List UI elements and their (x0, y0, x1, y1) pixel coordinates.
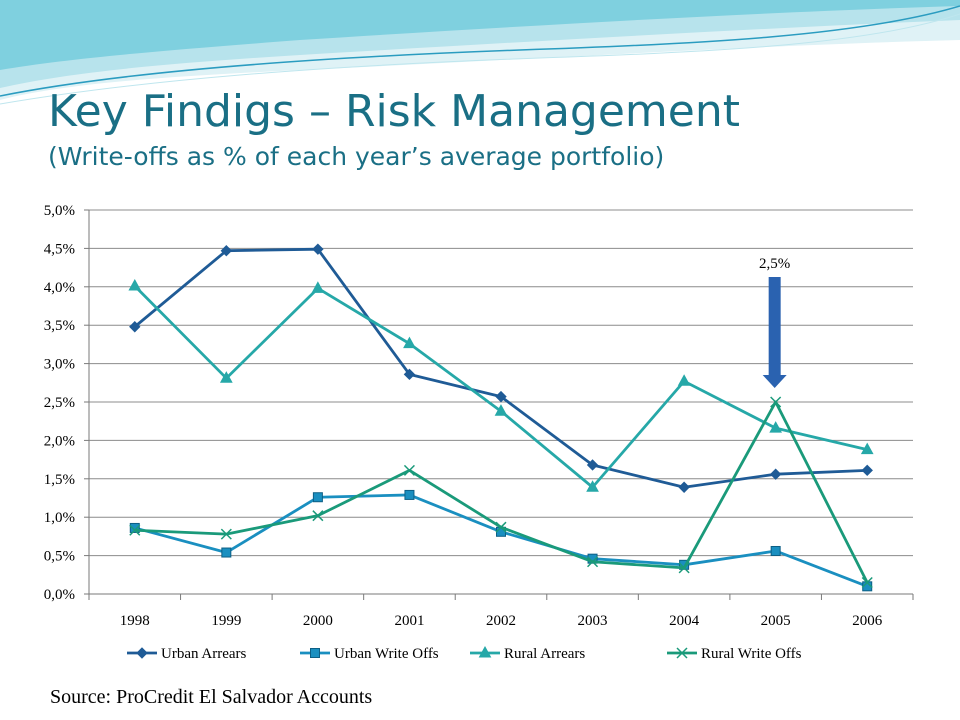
chart-annotation: 2,5% (759, 256, 790, 388)
x-marker-stroke (770, 396, 782, 408)
data-point (769, 468, 782, 480)
y-axis-tick-labels: 0,0% 0,5% 1,0% 1,5% 2,0% 2,5% 3,0% 3,5% 4,0% 4,5%… (44, 203, 75, 603)
data-point (312, 243, 324, 255)
data-point (679, 559, 690, 570)
y-tick-label: 0,5% (44, 549, 75, 565)
x-marker-stroke (676, 647, 688, 659)
data-point (495, 521, 507, 533)
legend-swatch-marker (310, 648, 320, 658)
annotation-arrow-shaft (768, 277, 781, 375)
x-marker-stroke (129, 524, 141, 536)
y-tick-label: 1,5% (44, 472, 75, 488)
legend-swatch-marker (676, 647, 688, 659)
y-tick-label: 2,0% (44, 433, 75, 449)
data-point (586, 459, 599, 471)
data-point (128, 278, 142, 291)
annotation-label: 2,5% (759, 256, 790, 272)
x-tick-label: 2001 (394, 613, 424, 629)
y-tick-label: 2,5% (44, 395, 75, 411)
legend-item: Rural Arrears (470, 645, 585, 662)
data-point (678, 562, 690, 574)
chart-legend: Urban Arrears Urban Write Offs Rural Arrea… (127, 645, 802, 662)
chart-series (128, 243, 874, 592)
x-marker-stroke (403, 464, 415, 476)
data-point (587, 556, 599, 568)
legend-label: Rural Write Offs (701, 646, 802, 662)
x-marker-stroke (587, 556, 599, 568)
x-tick-label: 1999 (211, 613, 241, 629)
y-tick-label: 3,5% (44, 318, 75, 334)
data-point (677, 374, 691, 386)
y-tick-label: 4,5% (44, 241, 75, 257)
x-marker-stroke (861, 576, 873, 589)
data-point (129, 321, 141, 333)
legend-item: Urban Write Offs (300, 646, 439, 662)
data-point (403, 368, 416, 381)
data-point (220, 528, 232, 540)
data-point (678, 481, 690, 493)
legend-swatch-marker (136, 647, 148, 659)
data-point (129, 522, 140, 533)
data-point (311, 281, 325, 293)
x-tick-label: 1998 (120, 613, 150, 629)
chart-axes (84, 209, 914, 600)
data-point (494, 404, 508, 416)
y-tick-label: 0,0% (44, 587, 75, 603)
x-axis-tick-labels: 1998 1999 2000 2001 2002 2003 2004 2005 2006 (120, 613, 883, 629)
legend-label: Rural Arrears (504, 646, 585, 662)
data-point (860, 442, 874, 455)
y-tick-label: 5,0% (44, 203, 75, 219)
source-note: Source: ProCredit El Salvador Accounts (50, 686, 373, 708)
series-urban-write-offs (129, 489, 873, 592)
series-rural-arrears (128, 278, 874, 492)
series-urban-arrears (129, 243, 873, 493)
x-marker-stroke (678, 562, 690, 574)
legend-item: Urban Arrears (127, 646, 247, 662)
y-tick-label: 1,0% (44, 510, 75, 526)
series-line (133, 247, 868, 489)
data-point (586, 480, 599, 492)
legend-swatch-marker (478, 645, 492, 658)
line-chart: 0,0% 0,5% 1,0% 1,5% 2,0% 2,5% 3,0% 3,5% 4,0% 4,5%… (44, 203, 914, 662)
data-point (861, 464, 873, 477)
x-marker-stroke (312, 510, 324, 522)
data-point (219, 371, 233, 383)
data-point (495, 390, 507, 403)
data-point (221, 547, 232, 558)
title-block: Key Findigs – Risk Management (Write-off… (48, 86, 740, 171)
x-marker-stroke (220, 528, 232, 540)
data-point (220, 244, 233, 257)
data-point (403, 464, 415, 476)
data-point (770, 545, 781, 556)
x-tick-label: 2003 (578, 613, 608, 629)
y-tick-label: 4,0% (44, 280, 75, 296)
annotation-arrow-head (762, 375, 787, 388)
legend-label: Urban Arrears (161, 646, 247, 662)
x-tick-label: 2000 (303, 613, 333, 629)
x-marker-stroke (495, 521, 507, 533)
data-point (312, 510, 324, 522)
series-rural-write-offs (129, 396, 873, 589)
data-point (129, 524, 141, 536)
data-point (312, 492, 323, 503)
data-point (769, 421, 783, 433)
x-tick-label: 2006 (852, 613, 883, 629)
x-tick-label: 2005 (761, 613, 791, 629)
data-point (404, 489, 415, 500)
data-point (861, 576, 873, 589)
series-line (134, 493, 868, 588)
slide-subtitle: (Write-offs as % of each year’s average … (48, 142, 665, 171)
slide-title: Key Findigs – Risk Management (48, 86, 740, 137)
legend-label: Urban Write Offs (334, 646, 439, 662)
legend-item: Rural Write Offs (667, 646, 802, 662)
series-line (133, 285, 868, 489)
data-point (403, 336, 416, 349)
header-swoosh-decoration (0, 0, 960, 105)
x-tick-label: 2004 (669, 613, 700, 629)
data-point (770, 396, 782, 408)
y-tick-label: 3,0% (44, 357, 75, 373)
x-tick-label: 2002 (486, 613, 516, 629)
